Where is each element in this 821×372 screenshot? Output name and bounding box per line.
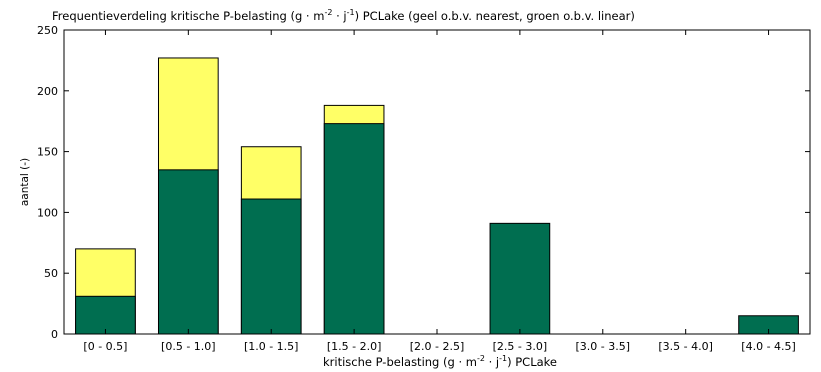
y-tick-label: 50	[44, 267, 58, 280]
plot-area: 0 50 100 150 200 250 [0 - 0.5] [0.5 - 1.0] [1.0 …	[37, 24, 811, 353]
x-tick-label: [2.0 - 2.5]	[410, 340, 465, 353]
x-tick-label: [3.5 - 4.0]	[658, 340, 713, 353]
y-axis-label: aantal (-)	[19, 158, 31, 206]
y-tick-label: 0	[51, 328, 58, 341]
bar-linear	[75, 295, 136, 335]
x-tick-label: [0 - 0.5]	[83, 340, 127, 353]
y-tick-label: 250	[37, 24, 58, 37]
x-axis-label: kritische P-belasting (g · m-2 · j-1) PC…	[323, 354, 557, 369]
x-tick-label: [3.0 - 3.5]	[576, 340, 631, 353]
bar-linear	[489, 222, 551, 335]
x-tick-label: [1.0 - 1.5]	[244, 340, 299, 353]
bar-linear	[323, 123, 385, 335]
chart-title: Frequentieverdeling kritische P-belastin…	[52, 8, 635, 23]
bar-linear	[157, 169, 219, 335]
y-tick-label: 100	[37, 206, 58, 219]
bar-linear	[240, 198, 302, 335]
x-tick-label: [0.5 - 1.0]	[161, 340, 216, 353]
x-tick-label: [1.5 - 2.0]	[327, 340, 382, 353]
y-tick-label: 200	[37, 85, 58, 98]
x-tick-label: [4.0 - 4.5]	[741, 340, 796, 353]
x-tick-label: [2.5 - 3.0]	[493, 340, 548, 353]
y-tick-label: 150	[37, 146, 58, 159]
